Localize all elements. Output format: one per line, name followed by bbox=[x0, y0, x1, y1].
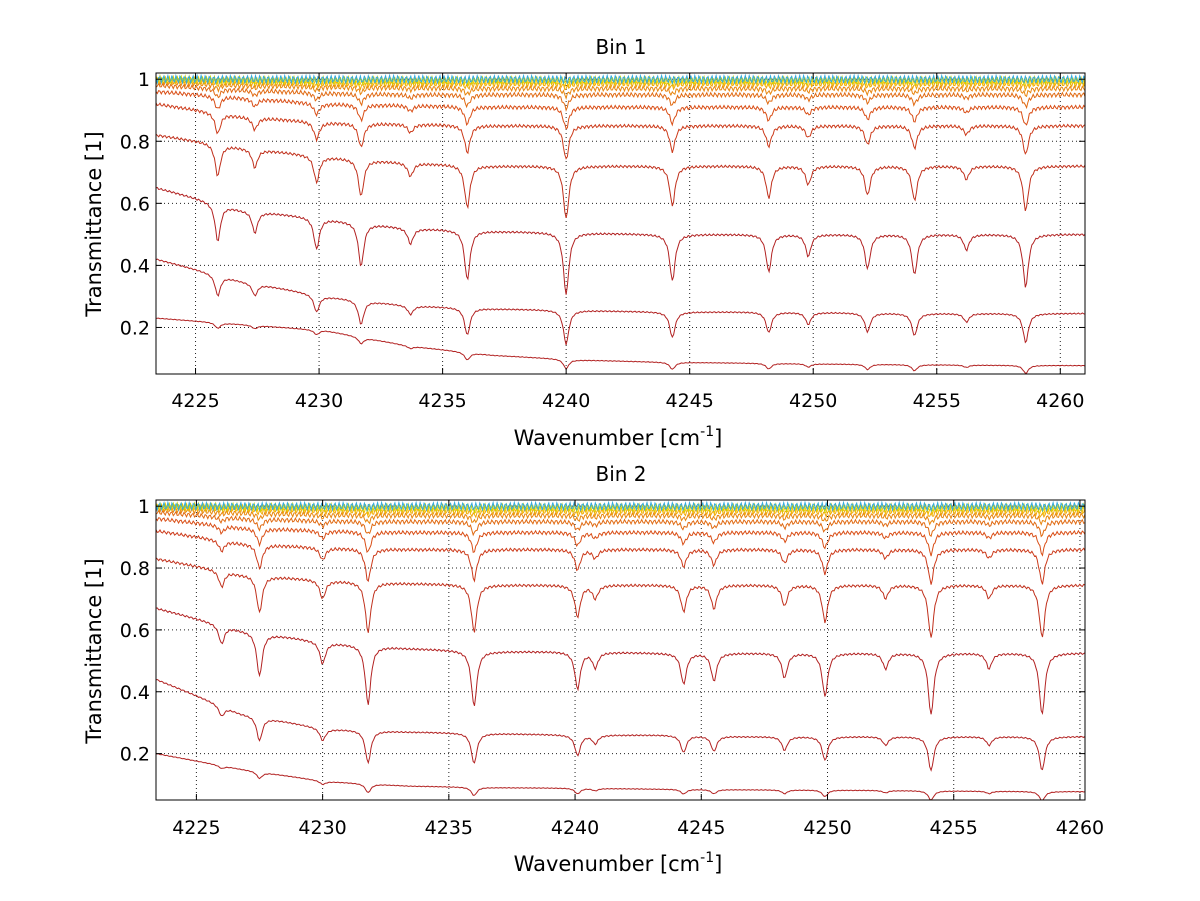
spectrum-series bbox=[156, 102, 1085, 160]
subplot-2-x-ticks: 4225 4230 4235 4240 4245 4250 4255 4260 bbox=[172, 500, 1104, 839]
x-tick-label: 4245 bbox=[666, 390, 714, 412]
subplot-1-y-axis-label: Transmittance [1] bbox=[82, 131, 106, 317]
subplot-1-x-ticks: 4225 4230 4235 4240 4245 4250 4255 4260 bbox=[171, 73, 1084, 412]
spectrum-series bbox=[156, 529, 1085, 585]
spectrum-series bbox=[156, 133, 1085, 219]
y-tick-label: 0.8 bbox=[120, 558, 150, 580]
y-tick-label: 1 bbox=[138, 496, 150, 518]
spectrum-series bbox=[156, 678, 1085, 772]
y-tick-label: 0.4 bbox=[120, 255, 150, 277]
subplot-2-axes-box bbox=[155, 499, 1086, 801]
x-tick-label: 4250 bbox=[789, 390, 837, 412]
spectrum-series bbox=[156, 506, 1085, 526]
y-tick-label: 0.8 bbox=[120, 131, 150, 153]
spectrum-series bbox=[156, 517, 1085, 557]
subplot-1-series bbox=[156, 73, 1085, 374]
spectrum-series bbox=[156, 500, 1085, 513]
spectrum-series bbox=[156, 557, 1085, 638]
subplot-1-y-ticks: 0.2 0.4 0.6 0.8 1 bbox=[120, 69, 1085, 339]
x-tick-label: 4235 bbox=[425, 817, 473, 839]
spectrum-series bbox=[156, 76, 1085, 92]
x-tick-label: 4260 bbox=[1036, 390, 1084, 412]
spectrum-series bbox=[156, 186, 1085, 295]
subplot-2-y-axis-label: Transmittance [1] bbox=[82, 558, 106, 744]
y-tick-label: 0.4 bbox=[120, 682, 150, 704]
spectrum-series bbox=[156, 82, 1085, 112]
y-tick-label: 0.2 bbox=[120, 744, 150, 766]
x-tick-label: 4250 bbox=[803, 817, 851, 839]
x-tick-label: 4255 bbox=[930, 817, 978, 839]
y-tick-label: 0.2 bbox=[120, 317, 150, 339]
subplot-bin-1: Bin 1 4225 4230 4235 4240 4245 4250 4255 4260 0… bbox=[82, 35, 1086, 450]
subplot-2-x-axis-label: Wavenumber [cm-1] bbox=[514, 850, 723, 876]
spectrum-series bbox=[156, 317, 1085, 374]
subplot-bin-2: Bin 2 4225 4230 4235 4240 4245 4250 4255 4260 0… bbox=[82, 462, 1104, 876]
subplot-2-title: Bin 2 bbox=[595, 462, 646, 486]
spectrum-series bbox=[156, 73, 1085, 86]
spectrum-series bbox=[156, 89, 1085, 130]
spectrum-series bbox=[156, 509, 1085, 538]
x-tick-label: 4230 bbox=[295, 390, 343, 412]
subplot-2-y-ticks: 0.2 0.4 0.6 0.8 1 bbox=[120, 496, 1085, 766]
y-tick-label: 0.6 bbox=[120, 193, 150, 215]
x-tick-label: 4225 bbox=[171, 390, 219, 412]
subplot-1-title: Bin 1 bbox=[595, 35, 646, 59]
x-tick-label: 4240 bbox=[551, 817, 599, 839]
x-tick-label: 4260 bbox=[1056, 817, 1104, 839]
x-tick-label: 4230 bbox=[298, 817, 346, 839]
x-tick-label: 4255 bbox=[913, 390, 961, 412]
y-tick-label: 1 bbox=[138, 69, 150, 91]
spectrum-series bbox=[156, 79, 1085, 101]
x-tick-label: 4225 bbox=[172, 817, 220, 839]
subplot-1-axes-box bbox=[155, 72, 1086, 375]
x-tick-label: 4235 bbox=[418, 390, 466, 412]
y-tick-label: 0.6 bbox=[120, 620, 150, 642]
x-tick-label: 4245 bbox=[677, 817, 725, 839]
x-tick-label: 4240 bbox=[542, 390, 590, 412]
spectrum-series bbox=[156, 258, 1085, 346]
spectrum-series bbox=[156, 607, 1085, 716]
subplot-1-x-axis-label: Wavenumber [cm-1] bbox=[514, 424, 723, 450]
